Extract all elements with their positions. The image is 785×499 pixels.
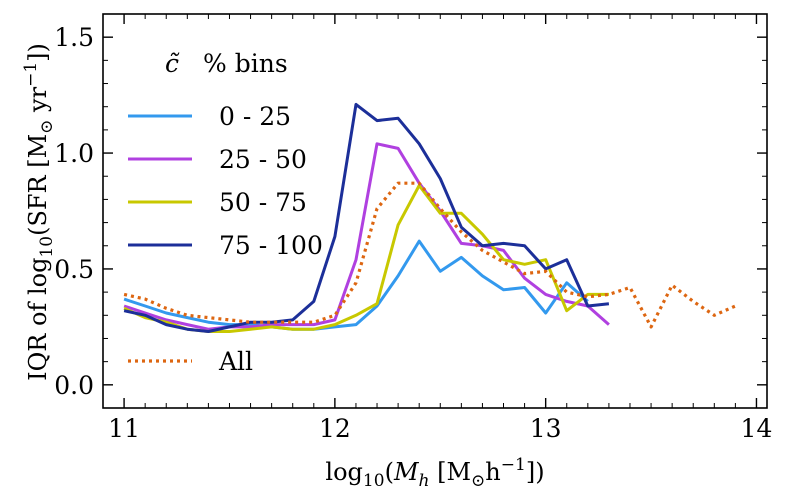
legend-label: 75 - 100 [219,231,323,260]
series-line-25-50 [123,142,610,331]
x-axis-title: log10(Mh [M⊙h−1]) [325,455,544,491]
series-line-75-100 [123,102,610,333]
series-line-all [123,181,737,329]
y-tick-label: 0.0 [54,371,94,400]
x-tick-label: 13 [530,414,562,443]
tick-labels: 11 12 13 14 0.0 0.5 1.0 1.5 [54,23,772,443]
legend-label: 50 - 75 [219,188,307,217]
y-tick-label: 0.5 [54,255,94,284]
x-tick-label: 14 [741,414,773,443]
y-tick-label: 1.0 [54,139,94,168]
legend: c̃% bins 0 - 25 25 - 50 50 - 75 75 - 100 All [128,49,323,376]
y-axis-title: IQR of log10(SFR [M⊙ yr−1]) [21,43,57,381]
x-tick-label: 12 [319,414,351,443]
legend-label: All [218,347,253,376]
plot-frame [102,13,768,409]
series-line-0-25 [123,239,589,331]
x-tick-label: 11 [108,414,140,443]
y-tick-label: 1.5 [54,23,94,52]
legend-label: 25 - 50 [219,145,307,174]
tick-marks [102,13,767,409]
series-lines [123,102,737,333]
legend-title: c̃% bins [165,49,288,78]
legend-label: 0 - 25 [219,102,291,131]
